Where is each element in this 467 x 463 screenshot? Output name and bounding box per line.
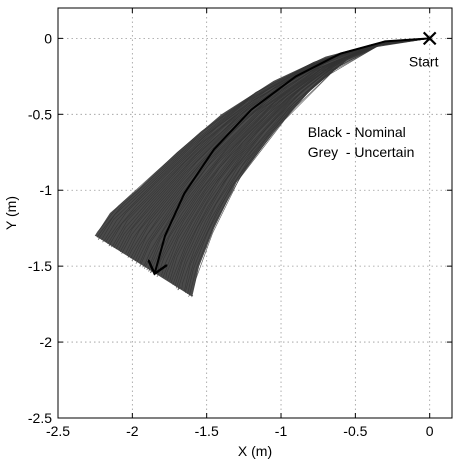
uncertain-strand-29 [156,38,430,273]
x-tick-label-2: -1.5 [195,423,219,439]
y-tick-label-1: -2 [40,334,53,350]
uncertain-strand-35 [169,38,430,282]
annotation-layer: Start Black - Nominal Grey - Uncertain [308,31,439,160]
uncertain-strand-39 [175,38,430,289]
start-label: Start [409,53,439,69]
y-tick-label-0: -2.5 [28,410,52,426]
y-tick-label-2: -1.5 [28,258,52,274]
uncertain-strand-19 [134,38,430,262]
plot-frame [57,7,453,419]
uncertain-strand-18 [131,38,430,262]
x-axis-label: X (m) [238,443,272,459]
uncertain-strand-45 [188,38,430,297]
uncertain-strand-46 [191,38,430,298]
y-axis-label: Y (m) [3,196,19,230]
x-tick-label-1: -2 [126,423,139,439]
grid-lines [58,8,452,418]
uncertain-band-fill [95,38,430,297]
x-tick-label-4: -0.5 [343,423,367,439]
nominal-trajectory-line [155,37,430,273]
axis-ticks: -2.5 -2 -1.5 -1 -0.5 0 -2.5 -2 -1.5 -1 -0.5 0 [28,8,452,439]
uncertain-strand-37 [172,38,430,285]
start-x-marker [422,31,437,46]
legend-nominal-text: Black - Nominal [308,124,406,140]
uncertain-strand-44 [187,38,430,294]
x-tick-label-5: 0 [426,423,434,439]
y-tick-label-4: -0.5 [28,106,52,122]
x-tick-label-0: -2.5 [46,423,70,439]
uncertain-strand-43 [185,38,430,293]
y-tick-label-5: 0 [44,30,52,46]
x-tick-label-3: -1 [275,423,288,439]
legend-uncertain-text: Grey - Uncertain [308,144,415,160]
nominal-line-layer [155,37,430,273]
y-tick-label-3: -1 [40,182,53,198]
